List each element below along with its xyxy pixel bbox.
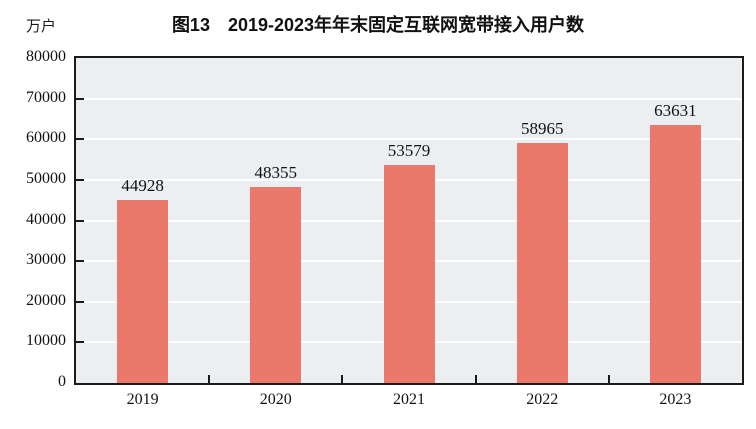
x-tick-label: 2020 xyxy=(259,391,292,408)
y-tick-mark xyxy=(76,341,84,344)
y-tick-mark xyxy=(76,219,84,222)
y-tick-mark xyxy=(76,138,84,141)
bar-2020 xyxy=(250,186,302,383)
bar-2019 xyxy=(117,200,169,383)
bar-value-label: 58965 xyxy=(520,119,564,139)
bar-2022 xyxy=(516,143,568,383)
bar-value-label: 44928 xyxy=(121,176,164,196)
x-tick-label: 2021 xyxy=(393,391,425,408)
y-tick-label: 0 xyxy=(58,373,66,390)
y-axis-unit-label: 万户 xyxy=(26,18,57,35)
y-tick-mark xyxy=(76,300,84,303)
plot-area: 44928 48355 53579 58965 63631 xyxy=(74,56,744,385)
y-tick-label: 50000 xyxy=(26,169,66,187)
bar-value-label: 63631 xyxy=(654,100,697,120)
x-tick-mark xyxy=(341,375,344,383)
y-tick-label: 30000 xyxy=(26,251,66,269)
x-tick-label: 2019 xyxy=(126,391,159,408)
gridline xyxy=(76,138,742,141)
bar-value-label: 53579 xyxy=(387,141,431,161)
gridline xyxy=(76,97,742,100)
bar-value-label: 48355 xyxy=(254,162,298,182)
y-tick-mark xyxy=(76,260,84,263)
x-tick-label: 2023 xyxy=(659,391,692,408)
y-tick-label: 20000 xyxy=(26,291,66,309)
x-tick-mark xyxy=(208,375,211,383)
y-tick-mark xyxy=(76,97,84,100)
x-tick-label: 2022 xyxy=(526,391,559,408)
y-tick-label: 80000 xyxy=(26,48,66,65)
bar-2023 xyxy=(649,124,701,383)
y-tick-label: 10000 xyxy=(26,332,66,350)
y-tick-label: 40000 xyxy=(26,210,66,228)
y-tick-label: 70000 xyxy=(26,88,66,106)
chart-title: 图13 2019-2023年年末固定互联网宽带接入用户数 xyxy=(171,15,585,35)
bar-2021 xyxy=(383,165,435,383)
x-tick-mark xyxy=(474,375,477,383)
y-tick-label: 60000 xyxy=(26,129,66,147)
y-tick-mark xyxy=(76,178,84,181)
x-tick-mark xyxy=(607,375,610,383)
